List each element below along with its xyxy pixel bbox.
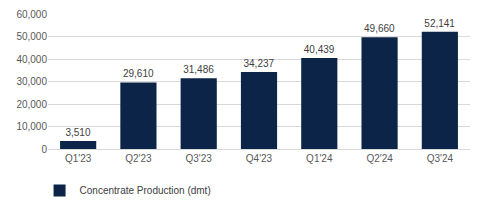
svg-text:Q2'24: Q2'24: [366, 153, 393, 164]
svg-text:Q2'23: Q2'23: [125, 153, 152, 164]
svg-text:29,610: 29,610: [123, 68, 154, 79]
svg-text:Q3'24: Q3'24: [427, 153, 454, 164]
svg-text:Q3'23: Q3'23: [186, 153, 213, 164]
svg-text:0: 0: [41, 144, 47, 155]
svg-text:40,439: 40,439: [304, 44, 335, 55]
svg-text:49,660: 49,660: [364, 23, 395, 34]
svg-text:40,000: 40,000: [16, 54, 47, 65]
svg-text:3,510: 3,510: [65, 127, 90, 138]
svg-text:Q1'23: Q1'23: [65, 153, 92, 164]
svg-text:31,486: 31,486: [183, 64, 214, 75]
svg-text:Q1'24: Q1'24: [306, 153, 333, 164]
svg-text:52,141: 52,141: [424, 18, 455, 29]
svg-text:Q4'23: Q4'23: [246, 153, 273, 164]
svg-text:50,000: 50,000: [16, 31, 47, 42]
svg-text:Concentrate Production (dmt): Concentrate Production (dmt): [80, 185, 211, 196]
svg-text:20,000: 20,000: [16, 99, 47, 110]
svg-text:34,237: 34,237: [243, 58, 274, 69]
svg-text:60,000: 60,000: [16, 9, 47, 20]
svg-text:30,000: 30,000: [16, 76, 47, 87]
svg-text:10,000: 10,000: [16, 121, 47, 132]
